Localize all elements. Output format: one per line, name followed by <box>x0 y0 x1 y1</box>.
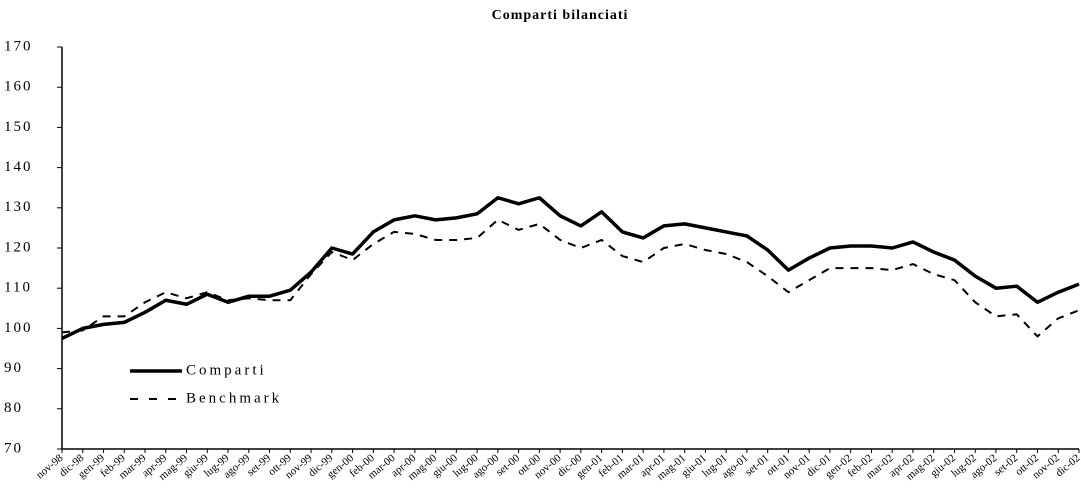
series-line <box>61 218 1080 338</box>
legend-label: Comparti <box>186 362 267 378</box>
y-tick-label: 100 <box>4 320 33 336</box>
y-tick-label: 160 <box>4 79 33 95</box>
y-tick-label: 150 <box>4 119 33 135</box>
y-tick-label: 130 <box>4 199 33 215</box>
legend-label: Benchmark <box>186 390 282 406</box>
series-line <box>61 196 1080 341</box>
y-tick-label: 140 <box>4 159 33 175</box>
y-tick-label: 170 <box>4 38 33 54</box>
y-tick-label: 80 <box>4 400 23 416</box>
y-tick-label: 70 <box>4 440 23 456</box>
y-tick-label: 90 <box>4 360 23 376</box>
y-tick-label: 110 <box>4 280 32 296</box>
y-tick-label: 120 <box>4 239 33 255</box>
chart-title: Comparti bilanciati <box>492 8 629 23</box>
